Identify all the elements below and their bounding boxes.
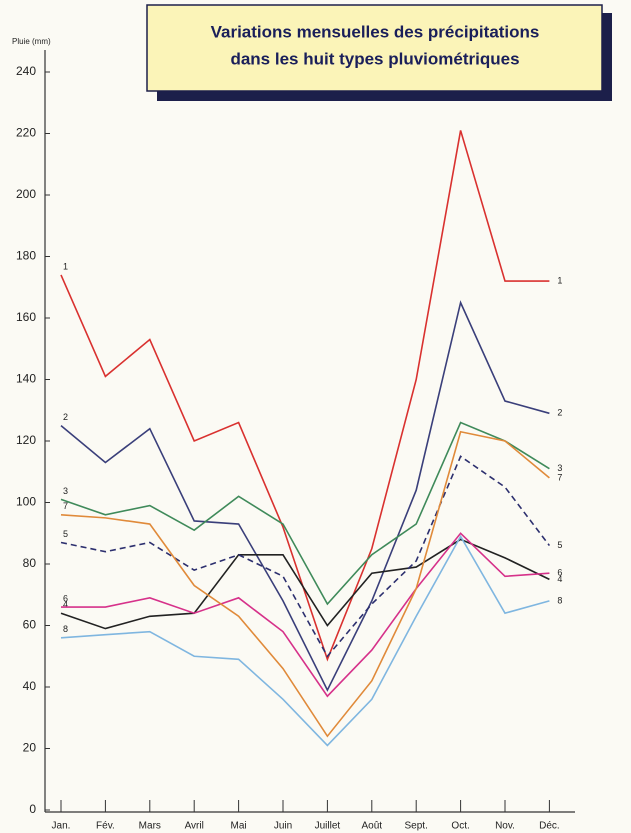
series-label: 7 <box>63 501 68 511</box>
x-tick-label: Mai <box>231 821 247 832</box>
chart-title: dans les huit types pluviométriques <box>230 49 519 68</box>
series-label: 5 <box>557 540 562 550</box>
series-line <box>60 421 550 606</box>
y-tick-label: 180 <box>16 249 36 263</box>
series-label: 1 <box>557 275 562 285</box>
series-label: 6 <box>557 568 562 578</box>
series-line <box>60 538 550 630</box>
y-tick-label: 120 <box>16 433 36 447</box>
title-box <box>146 4 603 92</box>
series-label: 7 <box>557 472 562 482</box>
y-tick-label: 220 <box>16 126 36 140</box>
y-tick-label: 160 <box>16 310 36 324</box>
series-line <box>60 430 550 738</box>
x-tick-label: Mars <box>139 821 161 832</box>
x-tick-label: Août <box>362 821 383 832</box>
series-line <box>60 455 551 658</box>
x-tick-label: Oct. <box>451 821 469 832</box>
series-label: 5 <box>63 529 68 539</box>
x-tick-label: Fév. <box>96 821 115 832</box>
chart-title: Variations mensuelles des précipitations <box>211 22 540 41</box>
y-tick-label: 240 <box>16 64 36 78</box>
series-label: 8 <box>63 624 68 634</box>
y-tick-label: 0 <box>29 802 36 816</box>
series-line <box>61 532 550 698</box>
series-label: 6 <box>63 593 68 603</box>
x-tick-label: Avril <box>185 821 204 832</box>
x-tick-label: Juin <box>274 821 292 832</box>
y-tick-label: 80 <box>23 556 37 570</box>
series-label: 4 <box>557 574 562 584</box>
x-tick-label: Juillet <box>315 821 341 832</box>
series-line <box>60 300 550 692</box>
x-tick-label: Nov. <box>495 821 515 832</box>
y-tick-label: 60 <box>23 618 37 632</box>
series-label: 1 <box>63 261 68 271</box>
series-label: 3 <box>63 486 68 496</box>
y-tick-label: 100 <box>16 495 36 509</box>
x-tick-label: Sept. <box>405 821 428 832</box>
series-label: 4 <box>63 600 68 610</box>
series-line <box>60 534 550 747</box>
y-tick-label: 140 <box>16 372 36 386</box>
series-label: 2 <box>557 408 562 418</box>
y-tick-label: 20 <box>23 741 37 755</box>
x-tick-label: Déc. <box>539 821 560 832</box>
y-tick-label: 40 <box>23 679 37 693</box>
series-line <box>60 130 550 662</box>
y-axis-label: Pluie (mm) <box>12 37 51 46</box>
x-tick-label: Jan. <box>52 821 71 832</box>
y-tick-label: 200 <box>16 187 36 201</box>
series-label: 8 <box>557 595 562 605</box>
series-label: 3 <box>557 463 562 473</box>
series-label: 2 <box>63 412 68 422</box>
